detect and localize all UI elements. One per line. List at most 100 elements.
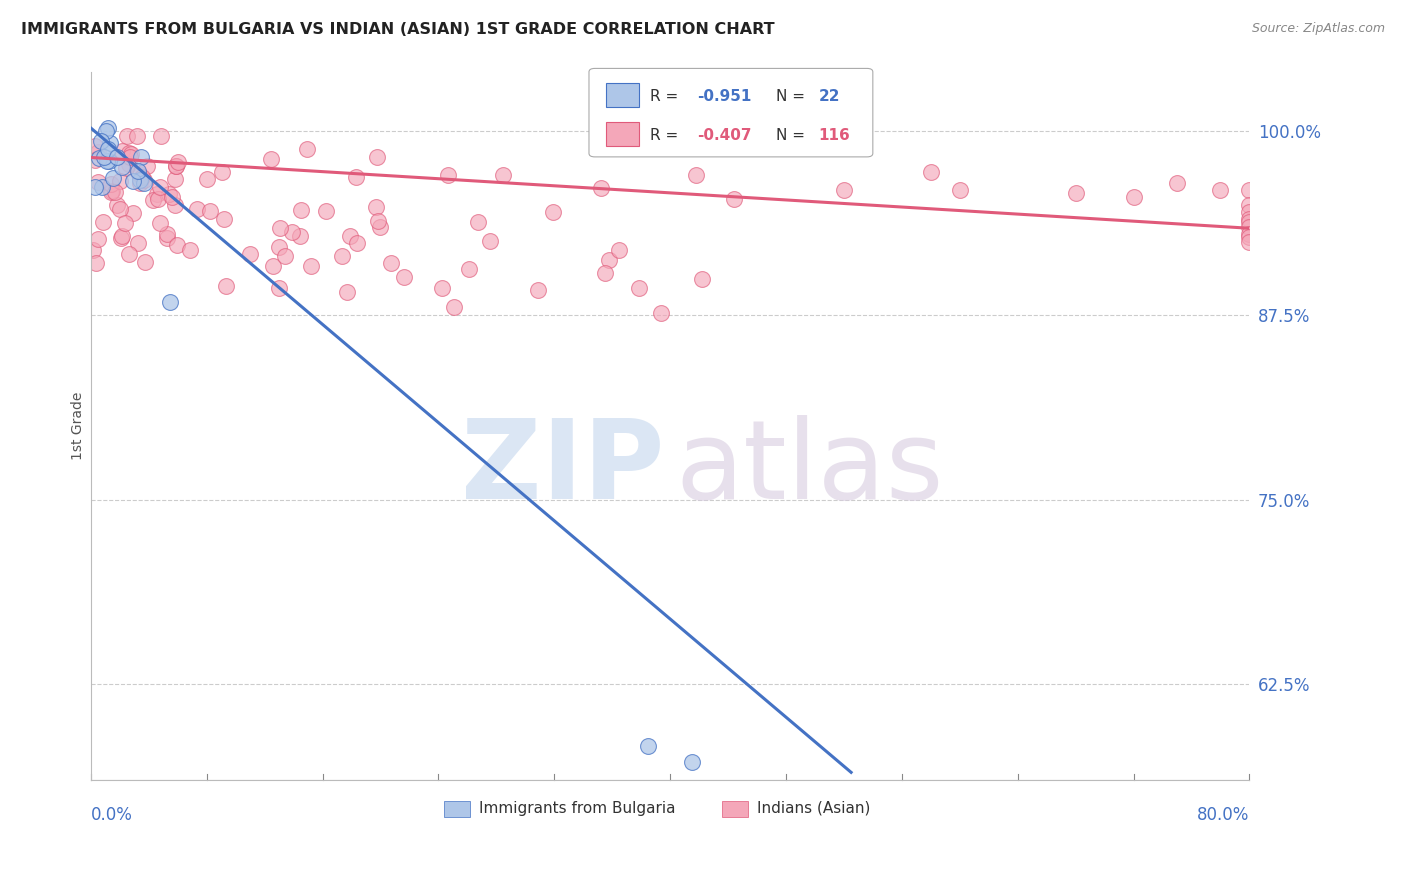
Text: 0.0%: 0.0% (91, 806, 132, 824)
Point (111, 144, 134, 158)
Point (93, 150, 115, 164)
Point (1239, 219, 1261, 234)
Point (290, 229, 312, 244)
Point (478, 234, 501, 248)
Point (155, 227, 177, 242)
Point (118, 145, 141, 160)
Point (157, 187, 180, 202)
Point (115, 129, 138, 144)
Point (1239, 227, 1261, 242)
Point (1122, 190, 1144, 204)
Text: 22: 22 (818, 89, 839, 103)
Point (118, 157, 141, 171)
Point (120, 147, 142, 161)
Point (166, 238, 188, 252)
Point (690, 272, 713, 286)
FancyBboxPatch shape (723, 801, 748, 816)
Point (339, 229, 361, 244)
Point (111, 160, 134, 174)
Point (336, 285, 359, 299)
Point (101, 184, 124, 198)
Point (541, 204, 564, 219)
Point (121, 174, 143, 188)
Text: -0.407: -0.407 (697, 128, 751, 143)
Text: 80.0%: 80.0% (1197, 806, 1250, 824)
Point (591, 181, 613, 195)
Point (127, 236, 149, 251)
Point (186, 202, 208, 216)
Point (135, 159, 157, 173)
Text: R =: R = (651, 89, 683, 103)
Point (367, 214, 389, 228)
Text: Source: ZipAtlas.com: Source: ZipAtlas.com (1251, 22, 1385, 36)
Point (380, 256, 402, 270)
Point (366, 150, 388, 164)
Point (118, 247, 141, 261)
Point (165, 159, 187, 173)
Point (527, 283, 550, 297)
Text: 116: 116 (818, 128, 851, 143)
Point (394, 269, 416, 284)
Point (108, 174, 131, 188)
Point (122, 206, 145, 220)
Point (1239, 235, 1261, 249)
Point (100, 177, 122, 191)
Point (83, 139, 105, 153)
Point (1239, 197, 1261, 211)
Point (91, 180, 114, 194)
Point (105, 151, 128, 165)
Text: ZIP: ZIP (461, 415, 664, 522)
Point (87, 152, 110, 166)
Point (1239, 205, 1261, 219)
Text: atlas: atlas (676, 415, 945, 522)
Point (281, 226, 304, 240)
Text: N =: N = (776, 128, 810, 143)
Point (146, 187, 169, 202)
Point (832, 183, 855, 197)
Point (290, 202, 312, 217)
Point (723, 192, 745, 206)
Point (82, 243, 104, 257)
Point (346, 235, 368, 250)
Point (650, 306, 672, 320)
Point (295, 142, 318, 156)
Point (430, 281, 453, 295)
Point (1239, 215, 1261, 229)
Point (332, 249, 354, 263)
Text: IMMIGRANTS FROM BULGARIA VS INDIAN (ASIAN) 1ST GRADE CORRELATION CHART: IMMIGRANTS FROM BULGARIA VS INDIAN (ASIA… (21, 22, 775, 37)
Point (127, 164, 149, 178)
Point (114, 216, 136, 230)
Point (97, 142, 120, 156)
Y-axis label: 1st Grade: 1st Grade (72, 392, 86, 460)
Point (98, 136, 121, 150)
Point (681, 755, 703, 769)
FancyBboxPatch shape (589, 69, 873, 157)
Point (128, 167, 150, 181)
Point (105, 197, 128, 211)
Point (128, 176, 150, 190)
Point (156, 231, 179, 245)
Point (108, 202, 131, 216)
Point (132, 176, 155, 190)
Point (163, 171, 186, 186)
Point (162, 189, 184, 203)
Point (214, 278, 236, 293)
Point (142, 193, 165, 207)
Point (437, 169, 460, 183)
Point (212, 212, 235, 227)
Point (274, 249, 297, 263)
Point (165, 198, 187, 212)
Point (598, 253, 620, 268)
Point (129, 172, 152, 186)
Point (260, 152, 283, 166)
Point (84, 153, 107, 167)
Point (299, 259, 322, 273)
Point (146, 192, 169, 206)
Point (364, 200, 387, 214)
FancyBboxPatch shape (606, 122, 638, 146)
Point (149, 216, 172, 230)
Point (315, 204, 337, 219)
Point (149, 129, 172, 144)
Point (211, 165, 233, 179)
Point (101, 170, 124, 185)
